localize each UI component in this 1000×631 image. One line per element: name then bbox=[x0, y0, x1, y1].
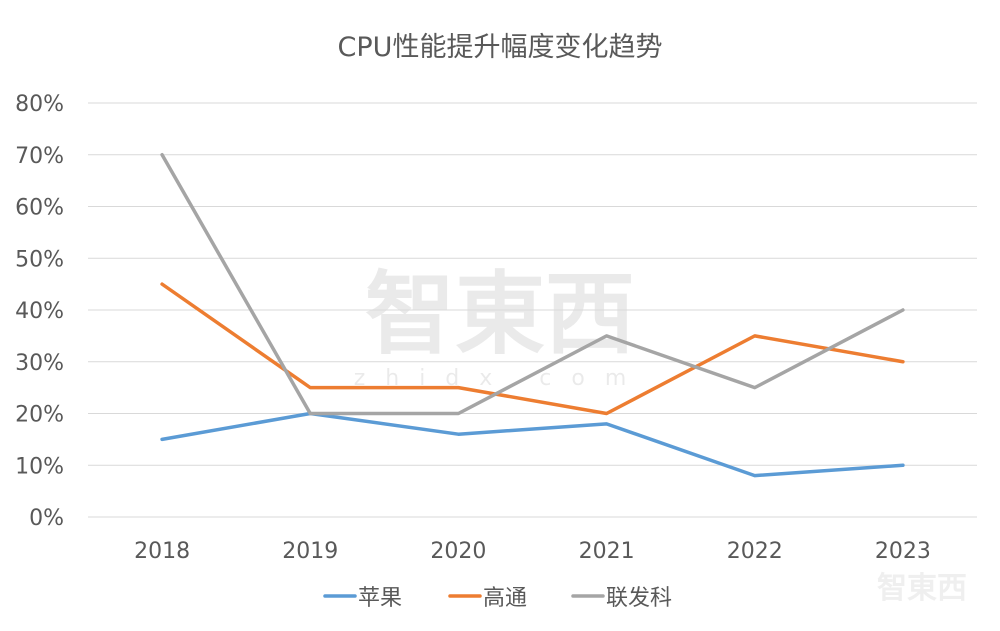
legend-label: 苹果 bbox=[358, 586, 402, 611]
y-tick-label: 80% bbox=[15, 92, 64, 117]
y-tick-label: 30% bbox=[15, 351, 64, 376]
legend-item: 苹果 bbox=[323, 586, 402, 611]
svg-text:智東西: 智東西 bbox=[365, 262, 635, 367]
series-line-2 bbox=[160, 153, 905, 416]
y-tick-label: 0% bbox=[29, 506, 64, 531]
x-tick-label: 2022 bbox=[727, 539, 783, 564]
legend-item: 高通 bbox=[448, 586, 527, 611]
y-tick-label: 60% bbox=[15, 196, 64, 221]
watermark-logo: 智東西 zhidx.com bbox=[354, 262, 635, 391]
x-tick-label: 2023 bbox=[875, 539, 931, 564]
svg-text:智東西: 智東西 bbox=[877, 571, 967, 606]
chart-title: CPU性能提升幅度变化趋势 bbox=[338, 32, 663, 63]
y-tick-label: 10% bbox=[15, 454, 64, 479]
x-tick-label: 2018 bbox=[134, 539, 190, 564]
y-tick-label: 50% bbox=[15, 247, 64, 272]
series-line-0 bbox=[160, 411, 905, 478]
corner-watermark-logo: 智東西 bbox=[877, 571, 967, 606]
x-tick-label: 2019 bbox=[282, 539, 338, 564]
y-tick-label: 20% bbox=[15, 403, 64, 428]
y-tick-label: 70% bbox=[15, 144, 64, 169]
y-tick-label: 40% bbox=[15, 299, 64, 324]
legend-label: 联发科 bbox=[606, 586, 672, 611]
legend-label: 高通 bbox=[483, 586, 527, 611]
x-tick-label: 2020 bbox=[430, 539, 486, 564]
x-tick-label: 2021 bbox=[579, 539, 635, 564]
legend-item: 联发科 bbox=[571, 586, 672, 611]
